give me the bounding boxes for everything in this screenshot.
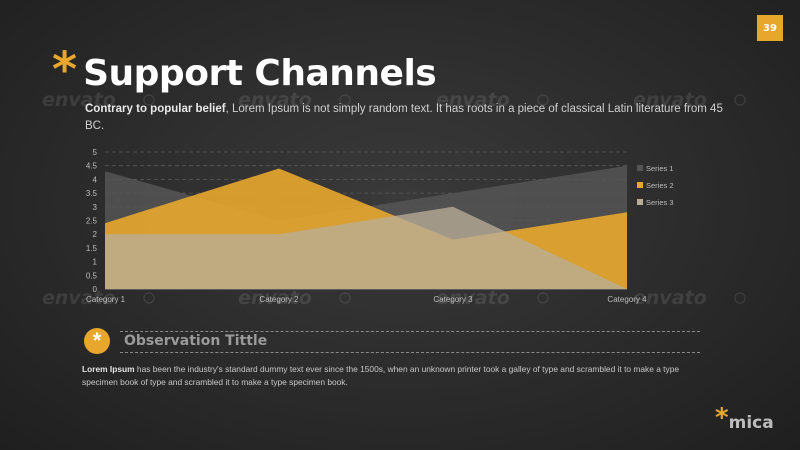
y-tick-label: 4.5 [86,162,98,171]
watermark-icon [143,94,155,106]
y-tick-label: 5 [93,148,98,157]
divider [120,331,700,332]
watermark-text: envato [238,89,312,111]
divider [120,352,700,353]
watermark-icon [734,94,746,106]
brand-star: * [715,403,729,433]
intro-rest: , Lorem Ipsum is not simply random text.… [85,103,723,132]
page-title: Support Channels [83,53,437,94]
chart-x-ticks: Category 1 Category 2 Category 3 Category 4 [86,295,647,304]
brand-name: mica [728,413,774,433]
intro-lead: Contrary to popular belief [85,103,226,115]
y-tick-label: 0.5 [86,271,98,280]
chart-legend: Series 1 Series 2 Series 3 [637,164,674,207]
watermark-icon [339,94,351,106]
watermark-text: envato [238,287,312,309]
y-tick-label: 2.5 [86,217,98,226]
legend-swatch [637,199,643,205]
y-tick-label: 3.5 [86,189,98,198]
chart-watermarks: envato envato envato envato envato envato enva… [42,89,746,309]
x-tick-label: Category 4 [607,295,647,304]
watermark-text: envato [633,89,707,111]
y-tick-label: 0 [93,285,98,294]
legend-label: Series 3 [646,198,674,207]
watermark-text: envato [42,287,116,309]
chart-y-ticks: 0 0.5 1 1.5 2 2.5 3 3.5 4 4.5 5 [86,148,98,294]
watermark-icon [537,292,549,304]
y-tick-label: 2 [93,230,98,239]
watermark-icon [339,292,351,304]
page-title-row: * Support Channels [52,42,437,98]
y-tick-label: 1.5 [86,244,98,253]
legend-swatch [637,182,643,188]
x-tick-label: Category 1 [86,295,126,304]
y-tick-label: 3 [93,203,98,212]
watermark-text: envato [42,89,116,111]
asterisk-icon: * [84,328,110,354]
observation-body: Lorem Ipsum has been the industry's stan… [82,363,707,388]
intro-text: Contrary to popular belief, Lorem Ipsum … [85,101,735,135]
observation-title: Observation Tittle [124,333,268,349]
watermark-icon [143,292,155,304]
watermark-text: envato [633,287,707,309]
watermark-text: envato [436,287,510,309]
x-tick-label: Category 3 [433,295,473,304]
legend-label: Series 1 [646,164,674,173]
observation-body-lead: Lorem Ipsum [82,364,135,374]
page-number-badge: 39 [757,15,783,41]
observation-body-rest: has been the industry's standard dummy t… [82,364,680,387]
watermark-text: envato [436,89,510,111]
series-area-3 [105,206,627,289]
legend-label: Series 2 [646,181,674,190]
y-tick-label: 4 [93,175,98,184]
brand-logo: * mica [715,403,774,435]
x-tick-label: Category 2 [259,295,299,304]
y-tick-label: 1 [93,258,98,267]
asterisk-icon: * [52,42,78,98]
watermark-icon [537,94,549,106]
watermark-icon [734,292,746,304]
chart-areas [105,165,627,289]
legend-swatch [637,165,643,171]
